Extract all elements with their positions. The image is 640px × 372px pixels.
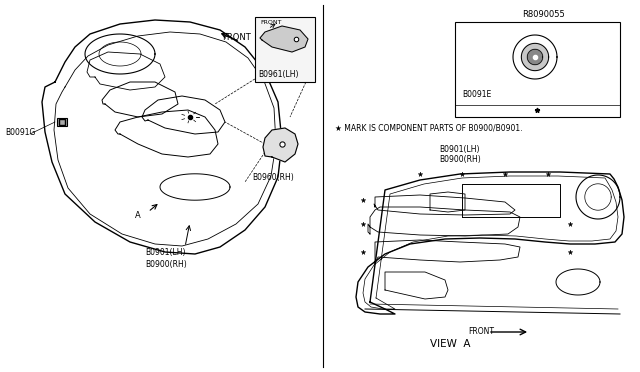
Bar	[255, 17, 315, 82]
Text: B0901(LH): B0901(LH)	[145, 247, 186, 257]
Bar	[57, 118, 67, 126]
Text: ★ MARK IS COMPONENT PARTS OF B0900/B0901.: ★ MARK IS COMPONENT PARTS OF B0900/B0901…	[335, 124, 522, 132]
Text: B0901(LH): B0901(LH)	[440, 144, 480, 154]
Text: B0961(LH): B0961(LH)	[258, 70, 298, 78]
Text: FRONT: FRONT	[468, 327, 494, 337]
Text: FRONT: FRONT	[222, 32, 251, 42]
Polygon shape	[522, 44, 548, 71]
Text: B0900(RH): B0900(RH)	[439, 154, 481, 164]
Text: B0091G: B0091G	[5, 128, 35, 137]
Text: B0960(RH): B0960(RH)	[252, 173, 294, 182]
Polygon shape	[263, 128, 298, 162]
Bar	[455, 22, 620, 117]
Text: B0091E: B0091E	[462, 90, 492, 99]
Polygon shape	[527, 49, 543, 65]
Text: FRONT: FRONT	[260, 19, 282, 25]
Text: B0900(RH): B0900(RH)	[145, 260, 187, 269]
Text: VIEW  A: VIEW A	[430, 339, 470, 349]
Text: A: A	[135, 211, 141, 219]
Polygon shape	[260, 26, 308, 52]
Text: R8090055: R8090055	[522, 10, 565, 19]
